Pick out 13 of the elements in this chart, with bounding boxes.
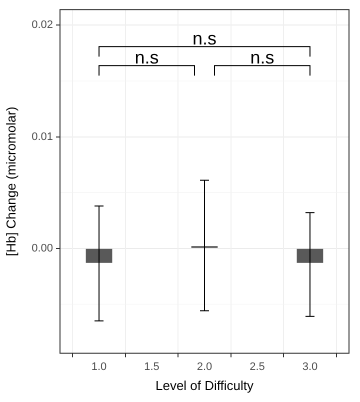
y-axis-title: [Hb] Change (micromolar): [3, 106, 18, 256]
x-tick-label: 1.5: [144, 360, 160, 373]
x-axis-title: Level of Difficulty: [155, 378, 254, 393]
x-tick-label: 3.0: [302, 360, 318, 373]
y-tick-label: 0.02: [32, 19, 53, 32]
x-tick-label: 2.0: [196, 360, 212, 373]
y-tick-label: 0.01: [32, 130, 53, 143]
x-tick-label: 1.0: [91, 360, 107, 373]
annotation: n.s: [250, 48, 274, 68]
y-tick-label: 0.00: [32, 242, 53, 254]
annotation: n.s: [134, 48, 159, 68]
annotation: n.s: [192, 28, 217, 49]
x-tick-label: 2.5: [250, 360, 265, 373]
